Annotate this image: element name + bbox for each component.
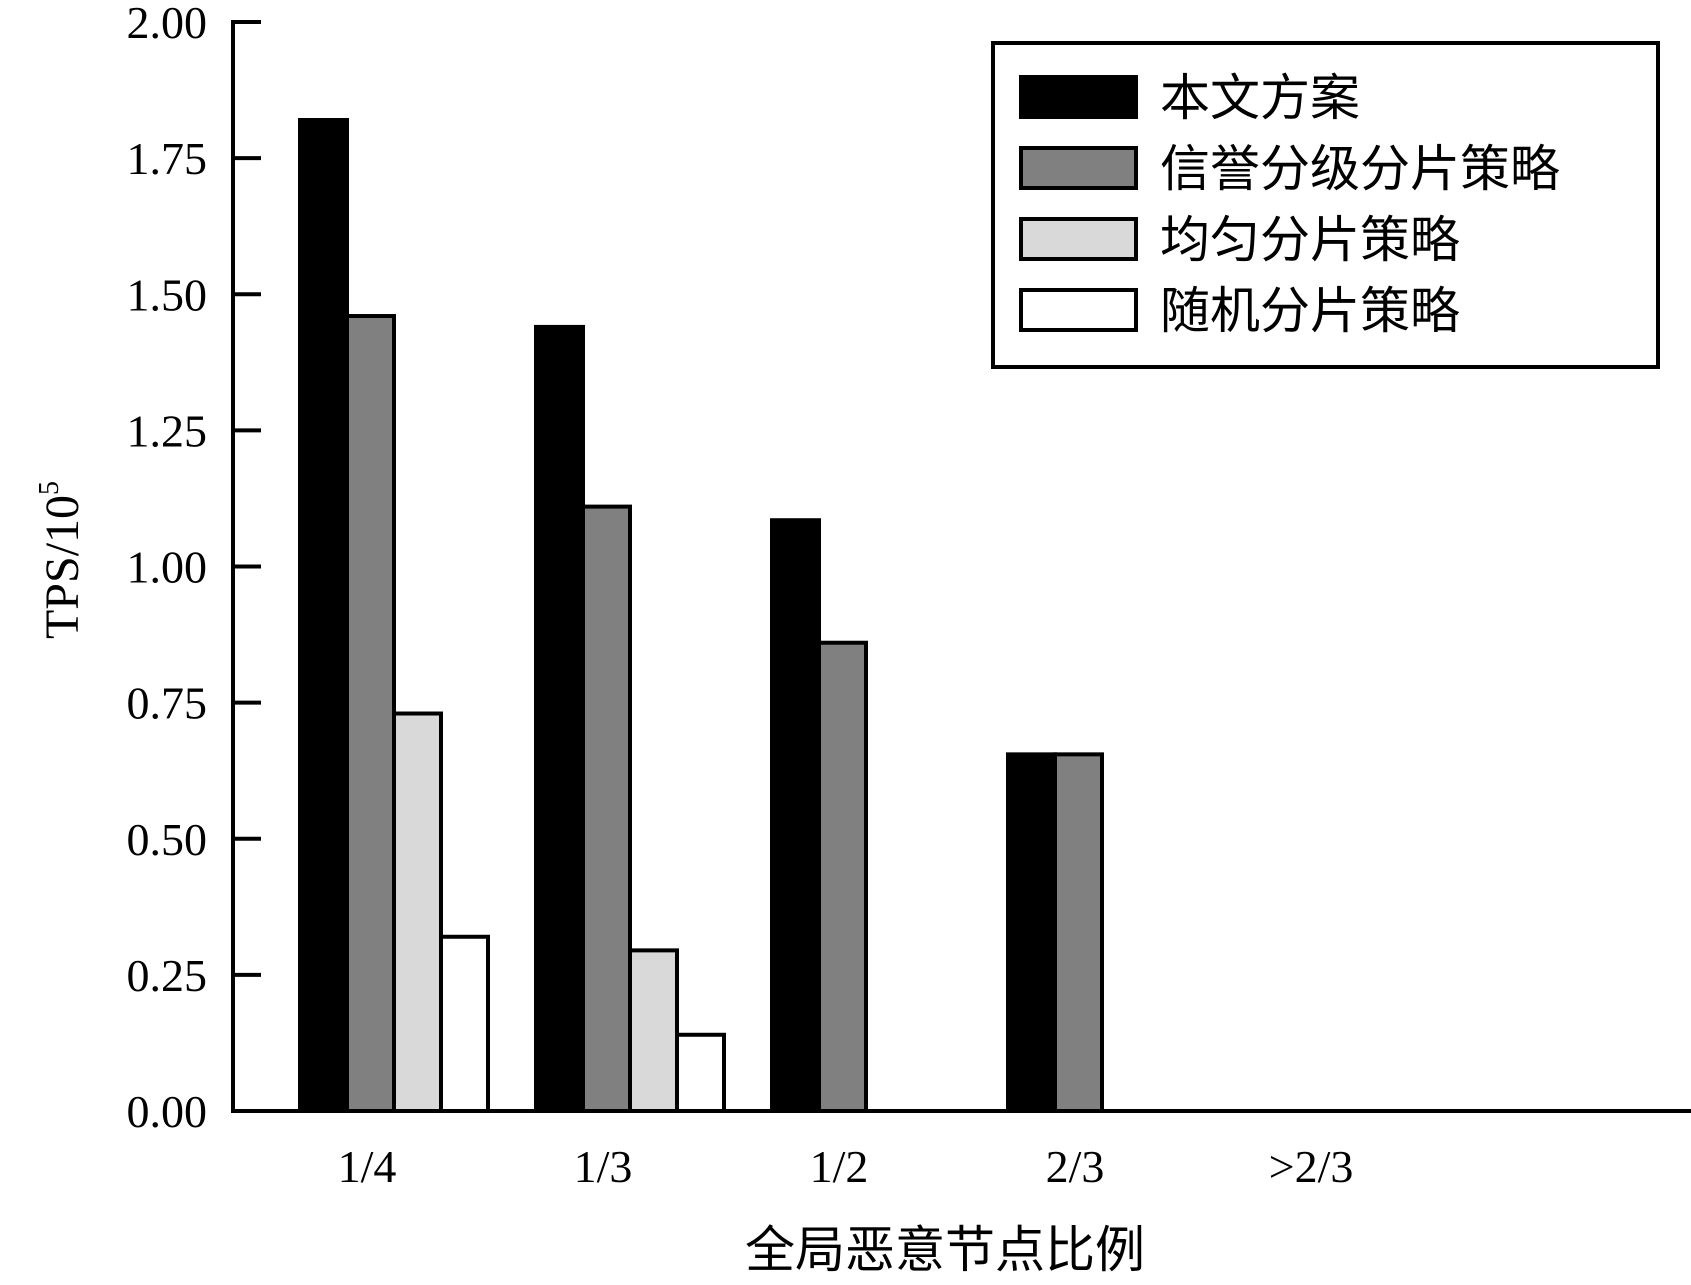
bar [817,640,868,1113]
bar [439,934,490,1114]
x-tick-label: 1/4 [338,1141,397,1192]
legend-label: 本文方案 [1160,69,1360,127]
y-tick-label: 1.50 [127,269,208,320]
y-ticks-group: 0.00 0.25 0.50 0.75 1.00 1.25 1.50 1.75 2.00 [127,0,261,1137]
bar [534,324,585,1114]
bar [581,504,632,1114]
bar [392,711,443,1113]
bar [628,948,679,1113]
legend-label: 随机分片策略 [1160,282,1460,340]
bars-group [298,118,1104,1114]
legend-swatch [1019,146,1138,190]
legend-swatch [1019,217,1138,261]
y-tick-label: 1.75 [127,133,208,184]
x-axis-label: 全局恶意节点比例 [745,1221,1145,1279]
y-tick-label: 2.00 [127,0,208,48]
legend-swatch [1019,75,1138,119]
legend-label: 均匀分片策略 [1160,211,1460,269]
bar [1053,752,1104,1113]
legend-label: 信誉分级分片策略 [1160,140,1560,198]
legend-swatch [1019,288,1138,332]
x-tick-label: 2/3 [1046,1141,1105,1192]
bar [345,314,396,1113]
y-axis-label-exponent: 5 [34,481,65,495]
bar [1006,752,1057,1113]
y-tick-label: 1.25 [127,405,208,456]
x-tick-label: >2/3 [1269,1141,1354,1192]
y-tick-label: 0.00 [127,1086,208,1137]
y-axis-label-main: TPS/10 [36,495,89,639]
x-tick-label: 1/2 [810,1141,869,1192]
y-axis-label: TPS/105 [34,481,89,639]
x-ticks-group: 1/4 1/3 1/2 2/3 >2/3 [338,1141,1354,1192]
y-tick-label: 1.00 [127,542,208,593]
bar [298,118,349,1113]
bar [675,1032,726,1114]
y-tick-label: 0.50 [127,814,208,865]
y-tick-label: 0.25 [127,950,208,1001]
x-tick-label: 1/3 [574,1141,633,1192]
y-tick-label: 0.75 [127,678,208,729]
bar [770,518,821,1113]
